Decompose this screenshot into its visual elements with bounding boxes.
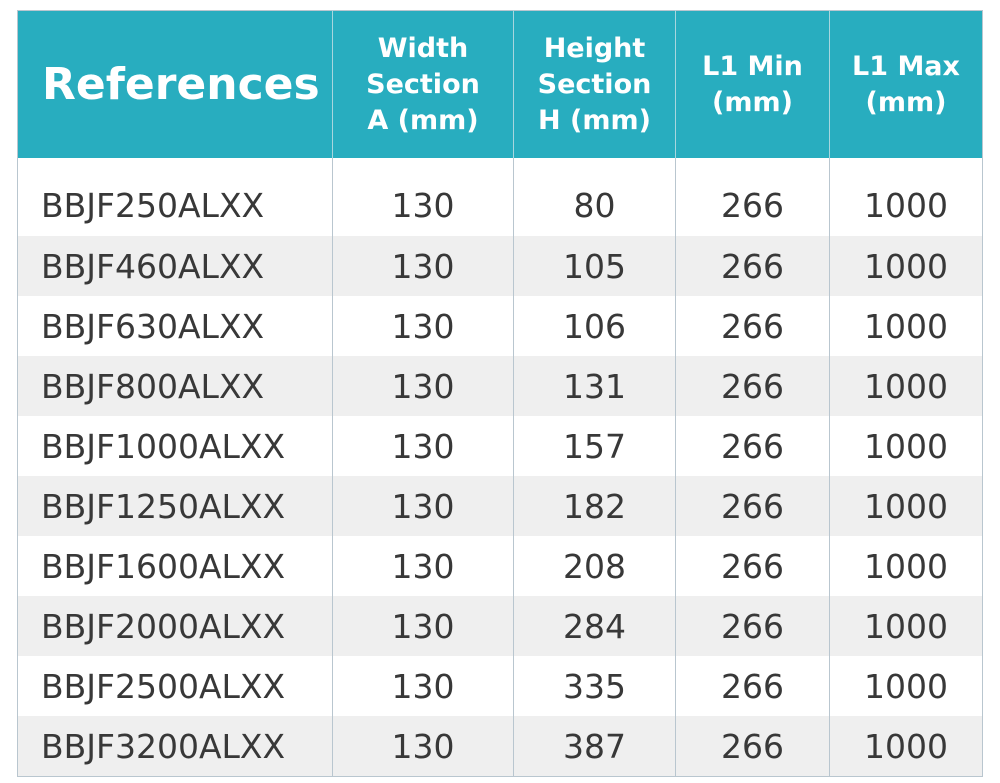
reference-cell: BBJF800ALXX — [17, 356, 333, 416]
value-cell: 1000 — [829, 476, 983, 536]
reference-cell: BBJF250ALXX — [41, 185, 265, 225]
value-cell: 266 — [675, 536, 830, 596]
value-cell: 157 — [513, 416, 676, 476]
value-cell: 266 — [675, 296, 830, 356]
value-cell: 130 — [332, 656, 514, 716]
value-cell: 266 — [675, 356, 830, 416]
value-cell: 130 — [332, 476, 514, 536]
table-row: BBJF1000ALXX 130 157 266 1000 — [18, 416, 983, 476]
header-text: L1 Max — [852, 50, 960, 82]
reference-cell: BBJF3200ALXX — [17, 716, 333, 777]
value-cell: 130 — [332, 236, 514, 296]
table-row: BBJF250ALXX 130 80 266 1000 — [18, 158, 983, 236]
reference-cell: BBJF2000ALXX — [17, 596, 333, 656]
reference-cell: BBJF2500ALXX — [41, 666, 286, 706]
value-cell: 130 — [332, 596, 514, 656]
header-text: H (mm) — [538, 104, 651, 136]
value-cell: 1000 — [829, 236, 983, 296]
table-body: BBJF250ALXX 130 80 266 1000 BBJF460ALXX 130 105… — [17, 158, 983, 777]
value-cell: 208 — [513, 536, 676, 596]
value-cell: 1000 — [829, 158, 983, 236]
value-cell: 1000 — [829, 596, 983, 656]
header-cell: References — [17, 10, 333, 158]
table-row: BBJF3200ALXX 130 387 266 1000 — [17, 716, 983, 777]
value-cell: 182 — [513, 476, 676, 536]
header-cell: L1 Max (mm) — [829, 10, 983, 158]
value-cell: 335 — [513, 656, 676, 716]
reference-cell: BBJF460ALXX — [17, 236, 333, 296]
value-cell: 284 — [513, 596, 676, 656]
header-cell: Height Section H (mm) — [513, 10, 676, 158]
header-text: A (mm) — [367, 104, 479, 136]
header-text: (mm) — [712, 86, 793, 118]
value-cell: 266 — [675, 596, 830, 656]
value-cell: 1000 — [829, 656, 983, 716]
reference-cell: BBJF1600ALXX — [41, 546, 286, 586]
value-cell: 266 — [675, 656, 830, 716]
reference-cell: BBJF1250ALXX — [17, 476, 333, 536]
value-cell: 131 — [513, 356, 676, 416]
value-cell: 266 — [675, 716, 830, 777]
reference-cell: BBJF630ALXX — [41, 306, 265, 346]
header-text: (mm) — [865, 86, 947, 118]
value-cell: 130 — [332, 536, 514, 596]
value-cell: 1000 — [829, 296, 983, 356]
value-cell: 130 — [332, 356, 514, 416]
value-cell: 80 — [513, 158, 676, 236]
value-cell: 266 — [675, 476, 830, 536]
table-row: BBJF2500ALXX 130 335 266 1000 — [18, 656, 983, 716]
value-cell: 130 — [332, 716, 514, 777]
reference-cell: BBJF1000ALXX — [41, 426, 286, 466]
header-cell: Width Section A (mm) — [332, 10, 514, 158]
spec-table: References Width Section A (mm) Height Sectio… — [17, 10, 983, 777]
value-cell: 130 — [332, 158, 514, 236]
value-cell: 1000 — [829, 716, 983, 777]
table-row: BBJF630ALXX 130 106 266 1000 — [18, 296, 983, 356]
value-cell: 130 — [332, 296, 514, 356]
value-cell: 106 — [513, 296, 676, 356]
header-text: Section — [366, 68, 480, 100]
header-row: References Width Section A (mm) Height Sectio… — [17, 10, 983, 158]
table-row: BBJF2000ALXX 130 284 266 1000 — [17, 596, 983, 656]
header-text: Section — [537, 68, 652, 100]
header-text: Width — [377, 32, 469, 64]
header-text: Height — [543, 32, 646, 64]
header-text: L1 Min — [702, 50, 803, 82]
value-cell: 130 — [332, 416, 514, 476]
header-text: References — [42, 58, 320, 110]
value-cell: 266 — [675, 416, 830, 476]
table-row: BBJF1600ALXX 130 208 266 1000 — [18, 536, 983, 596]
value-cell: 105 — [513, 236, 676, 296]
value-cell: 266 — [675, 158, 830, 236]
value-cell: 1000 — [829, 536, 983, 596]
value-cell: 266 — [675, 236, 830, 296]
header-cell: L1 Min (mm) — [675, 10, 830, 158]
value-cell: 1000 — [829, 416, 983, 476]
table-row: BBJF1250ALXX 130 182 266 1000 — [17, 476, 983, 536]
table-row: BBJF800ALXX 130 131 266 1000 — [17, 356, 983, 416]
value-cell: 387 — [513, 716, 676, 777]
table-row: BBJF460ALXX 130 105 266 1000 — [17, 236, 983, 296]
value-cell: 1000 — [829, 356, 983, 416]
